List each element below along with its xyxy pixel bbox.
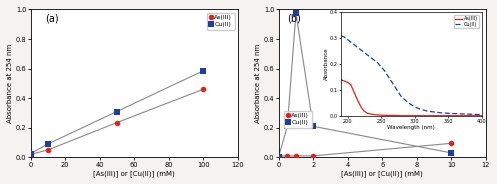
Y-axis label: Absorbance at 254 nm: Absorbance at 254 nm xyxy=(255,44,261,123)
Y-axis label: Absorbance at 254 nm: Absorbance at 254 nm xyxy=(7,44,13,123)
Point xyxy=(199,88,207,91)
Point xyxy=(447,142,455,145)
Legend: As(III), Cu(II): As(III), Cu(II) xyxy=(284,111,312,128)
Text: (a): (a) xyxy=(45,14,59,24)
Point xyxy=(292,154,300,157)
Text: (b): (b) xyxy=(287,14,301,24)
X-axis label: [As(III)] or [Cu(II)] (mM): [As(III)] or [Cu(II)] (mM) xyxy=(93,170,175,177)
Point xyxy=(113,110,121,113)
Legend: As(III), Cu(II): As(III), Cu(II) xyxy=(207,13,235,30)
Point xyxy=(44,148,52,151)
Point xyxy=(199,69,207,72)
Point xyxy=(309,125,317,128)
X-axis label: [As(III)] or [Cu(II)] (mM): [As(III)] or [Cu(II)] (mM) xyxy=(341,170,423,177)
Point xyxy=(292,12,300,15)
Point xyxy=(447,151,455,154)
Point xyxy=(26,152,34,155)
Point xyxy=(275,154,283,157)
Point xyxy=(283,125,291,128)
Point xyxy=(26,153,34,156)
Point xyxy=(309,154,317,157)
Point xyxy=(275,155,283,158)
Point xyxy=(113,121,121,124)
Point xyxy=(283,154,291,157)
Point xyxy=(44,143,52,146)
